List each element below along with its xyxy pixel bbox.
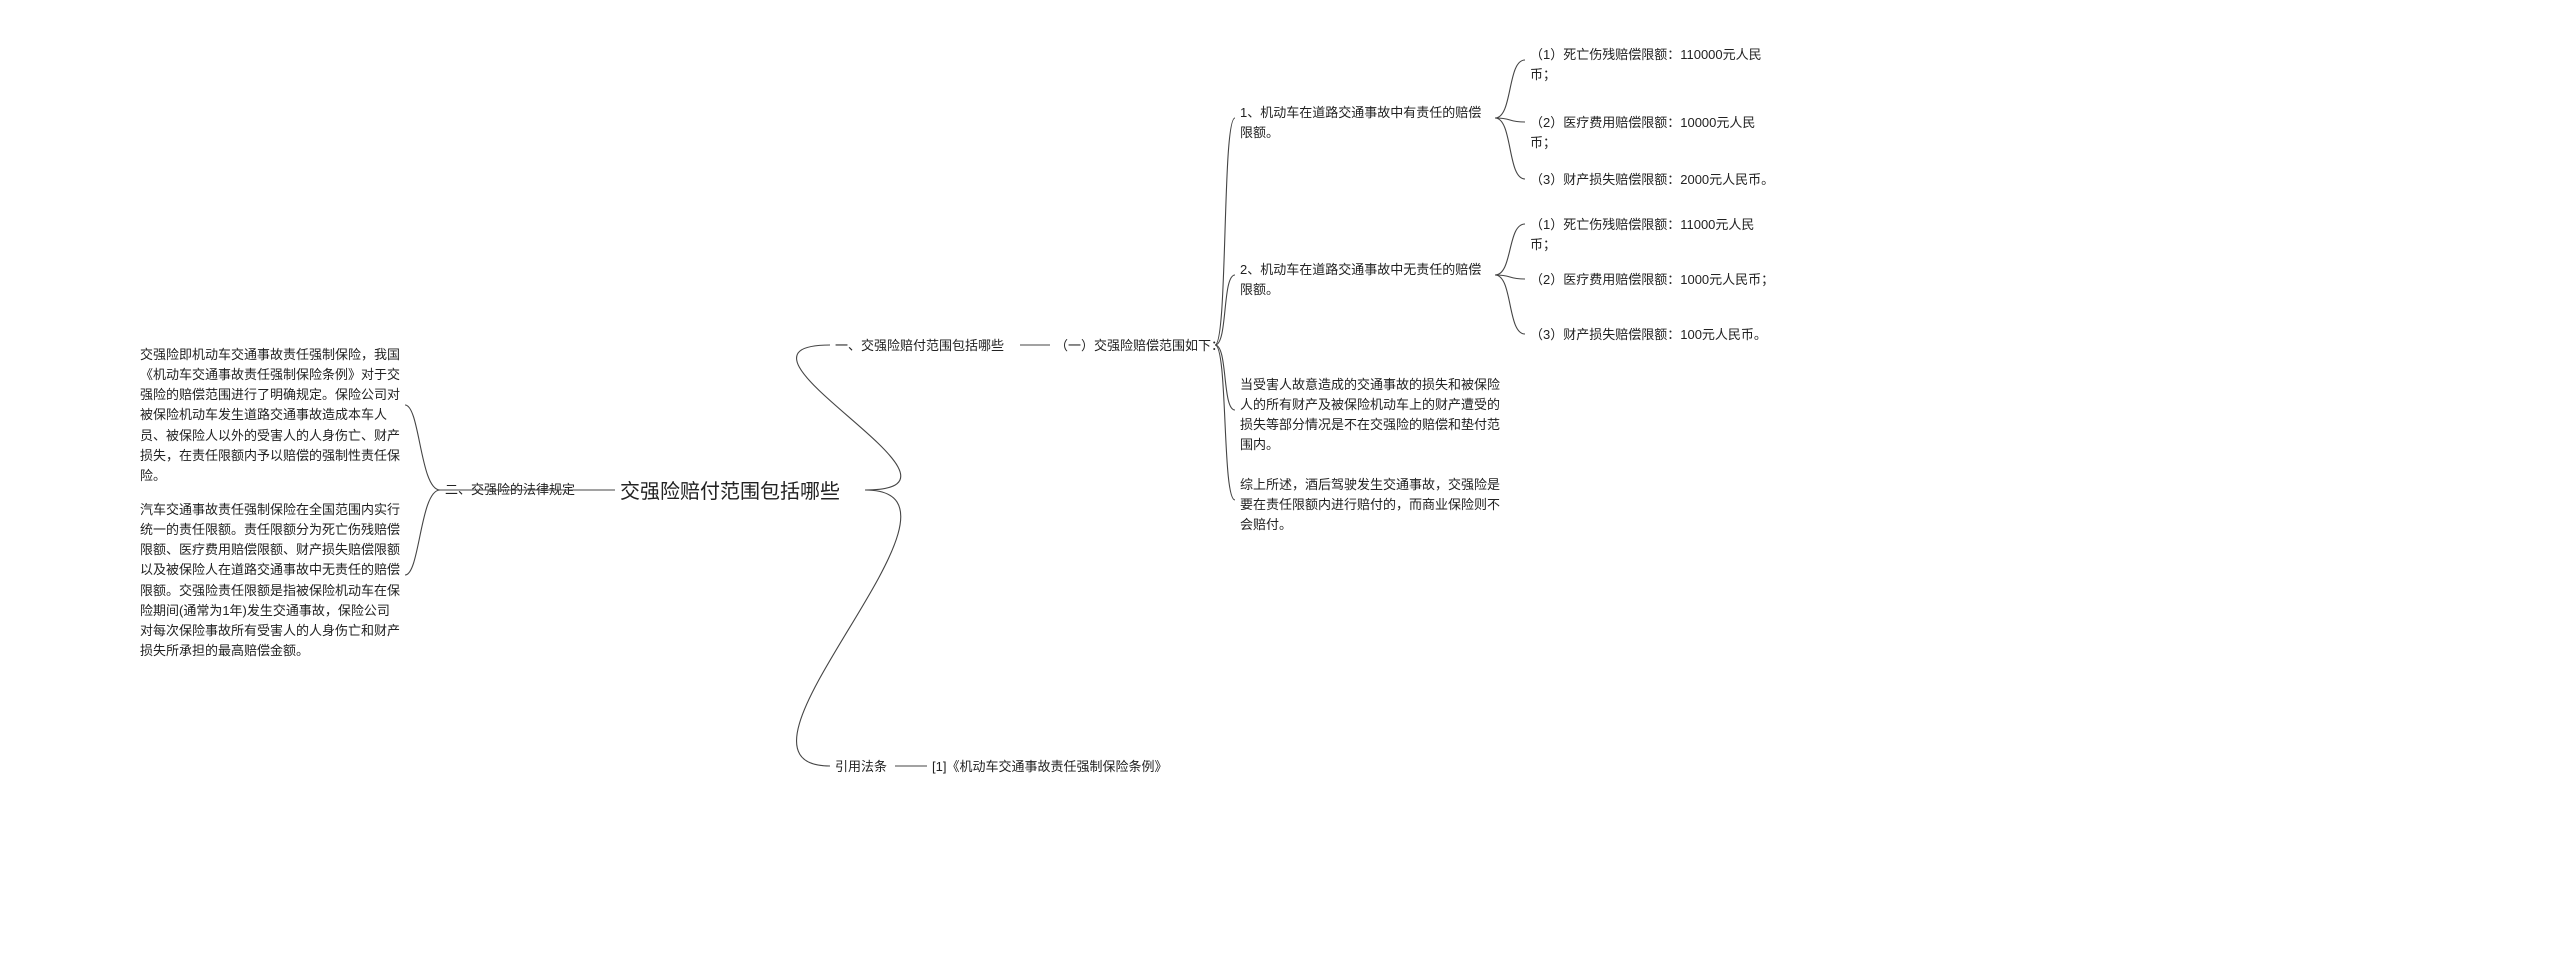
root-node: 交强险赔付范围包括哪些: [620, 477, 840, 508]
notliable-item-1: （1）死亡伤残赔偿限额：11000元人民币；: [1530, 215, 1775, 255]
ref-label: 引用法条: [835, 757, 915, 777]
liable-item-1: （1）死亡伤残赔偿限额：110000元人民币；: [1530, 45, 1775, 85]
liable-item-3: （3）财产损失赔偿限额：2000元人民币。: [1530, 170, 1775, 190]
note1: 当受害人故意造成的交通事故的损失和被保险人的所有财产及被保险机动车上的财产遭受的…: [1240, 375, 1500, 456]
ref-item: [1]《机动车交通事故责任强制保险条例》: [932, 757, 1212, 777]
right-section1-label: 一、交强险赔付范围包括哪些: [835, 336, 1035, 356]
left-para2: 汽车交通事故责任强制保险在全国范围内实行统一的责任限额。责任限额分为死亡伤残赔偿…: [140, 500, 400, 661]
notliable-item-3: （3）财产损失赔偿限额：100元人民币。: [1530, 325, 1775, 345]
liable-label: 1、机动车在道路交通事故中有责任的赔偿限额。: [1240, 103, 1490, 143]
note2: 综上所述，酒后驾驶发生交通事故，交强险是要在责任限额内进行赔付的，而商业保险则不…: [1240, 475, 1500, 535]
liable-item-2: （2）医疗费用赔偿限额：10000元人民币；: [1530, 113, 1775, 153]
right-sub1-label: （一）交强险赔偿范围如下：: [1055, 336, 1225, 356]
notliable-label: 2、机动车在道路交通事故中无责任的赔偿限额。: [1240, 260, 1490, 300]
notliable-item-2: （2）医疗费用赔偿限额：1000元人民币；: [1530, 270, 1775, 290]
left-para1: 交强险即机动车交通事故责任强制保险，我国《机动车交通事故责任强制保险条例》对于交…: [140, 345, 400, 486]
left-section2-label: 二、交强险的法律规定: [445, 480, 605, 500]
